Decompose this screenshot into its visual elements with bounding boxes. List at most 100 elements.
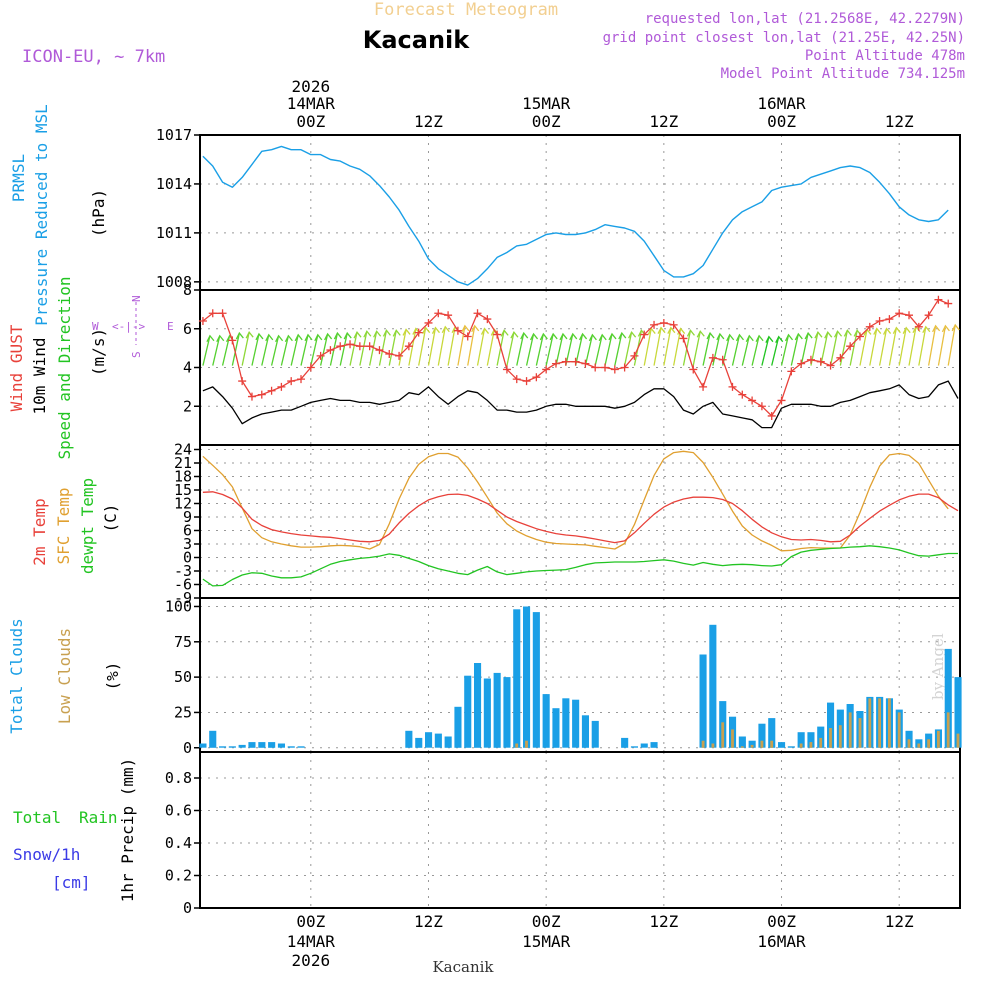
wind-direction-arrow [584,334,594,366]
gust-marker [620,363,629,372]
low-cloud-bar [897,712,901,748]
wind-direction-arrow [339,332,348,366]
precip-label-unit: 1hr Precip (mm) [118,758,137,903]
gust-marker [885,315,894,324]
gust-marker [571,357,580,366]
wind-direction-arrow [663,327,672,366]
y-tick-label: 18 [174,468,192,486]
total-cloud-bar [738,736,746,748]
precip-label-rain: Rain [79,808,118,827]
wind-arrow-head [941,324,950,333]
wind-direction-arrow [418,327,427,366]
wind-direction-arrow [878,328,888,366]
wind-direction-arrow [898,327,907,366]
y-tick-label: 100 [165,597,192,615]
y-tick-label: 1017 [156,126,192,144]
gust-marker [257,390,266,399]
time-tick-label-bottom: 12Z [649,912,678,931]
wind-arrow-head [735,333,744,342]
wind-direction-arrow [300,334,309,366]
sfc-temp-line [202,450,949,552]
panel-frame [199,444,961,599]
point-altitude: Point Altitude 478m [805,48,965,64]
wind-direction-arrow [202,335,211,366]
total-cloud-bar [650,742,658,748]
gust-marker [561,357,570,366]
wind-direction-arrow [859,329,868,366]
wind-direction-arrow [319,333,329,366]
total-cloud-bar [562,698,570,748]
wind-direction-arrow [476,328,486,366]
wind-arrow-head [529,332,539,341]
wind-arrow-head [696,330,705,338]
total-cloud-bar [474,663,482,748]
total-cloud-bar [699,654,707,748]
wind-arrow-head [461,324,470,333]
gust-marker [463,332,472,341]
model-altitude: Model Point Altitude 734.125m [721,66,965,82]
total-cloud-bar [219,746,227,748]
compass-s-label: S [130,351,143,358]
y-tick-label: 15 [174,481,192,499]
y-tick-label: 8 [183,281,192,299]
wind-arrow-head [539,332,548,341]
wind-direction-arrow [643,328,652,366]
location-title: Kacanik [363,26,471,54]
gust-marker [630,351,639,360]
wind-direction-arrow [506,332,515,366]
gust-marker [238,377,247,386]
low-cloud-bar [525,740,528,748]
low-cloud-bar [750,744,754,748]
gust-marker [601,363,610,372]
wind-direction-arrow [888,327,898,366]
temp-2m-line [202,491,959,544]
wind-direction-arrow [829,331,839,366]
wind-direction-arrow [790,333,799,366]
total-cloud-bar [425,732,433,748]
gust-marker [424,318,433,327]
wind-direction-arrow [349,332,358,366]
gust-marker [738,390,747,399]
wind-arrow-head [618,331,627,340]
gust-marker [640,330,649,339]
total-cloud-bar [954,677,962,748]
wind-arrow-head [843,329,852,337]
wind-direction-arrow [594,334,603,366]
wind-direction-arrow [457,325,466,366]
wind-direction-arrow [731,334,741,366]
wind-direction-arrow [516,332,525,366]
low-cloud-bar [927,739,930,748]
gust-marker [748,396,757,405]
wind-arrow-head [833,330,843,338]
y-tick-label: -6 [174,576,192,594]
y-tick-label: 0.8 [165,769,192,787]
time-tick-label-top: 00Z [296,112,325,131]
time-day-label-bottom: 15MAR [522,932,571,951]
wind-arrow-head [549,332,558,341]
wind-direction-arrow [937,325,947,366]
total-cloud-bar [483,678,491,748]
wind-arrow-head [422,326,431,334]
time-tick-label-top: 12Z [414,112,443,131]
gust-marker [551,359,560,368]
wind-arrow-head [824,330,833,339]
wind-direction-arrow [555,333,564,366]
wind-direction-arrow [437,326,446,366]
wind-arrow-head [373,330,382,338]
low-cloud-bar [809,742,813,748]
y-tick-label: -3 [174,562,192,580]
wind-direction-arrow [653,327,662,366]
cloud-label-total: Total Clouds [7,618,26,734]
total-cloud-bar [503,677,511,748]
low-cloud-bar [799,743,803,748]
total-cloud-bar [621,737,629,748]
gust-marker [493,330,502,339]
gust-marker [385,349,394,358]
gust-marker [659,318,668,327]
wind-arrow-head [588,333,597,342]
clouds-panel: 0 25 50 75 100 [165,597,962,757]
total-cloud-bar [444,736,452,748]
gust-marker [689,365,698,374]
gust-marker [895,309,904,318]
